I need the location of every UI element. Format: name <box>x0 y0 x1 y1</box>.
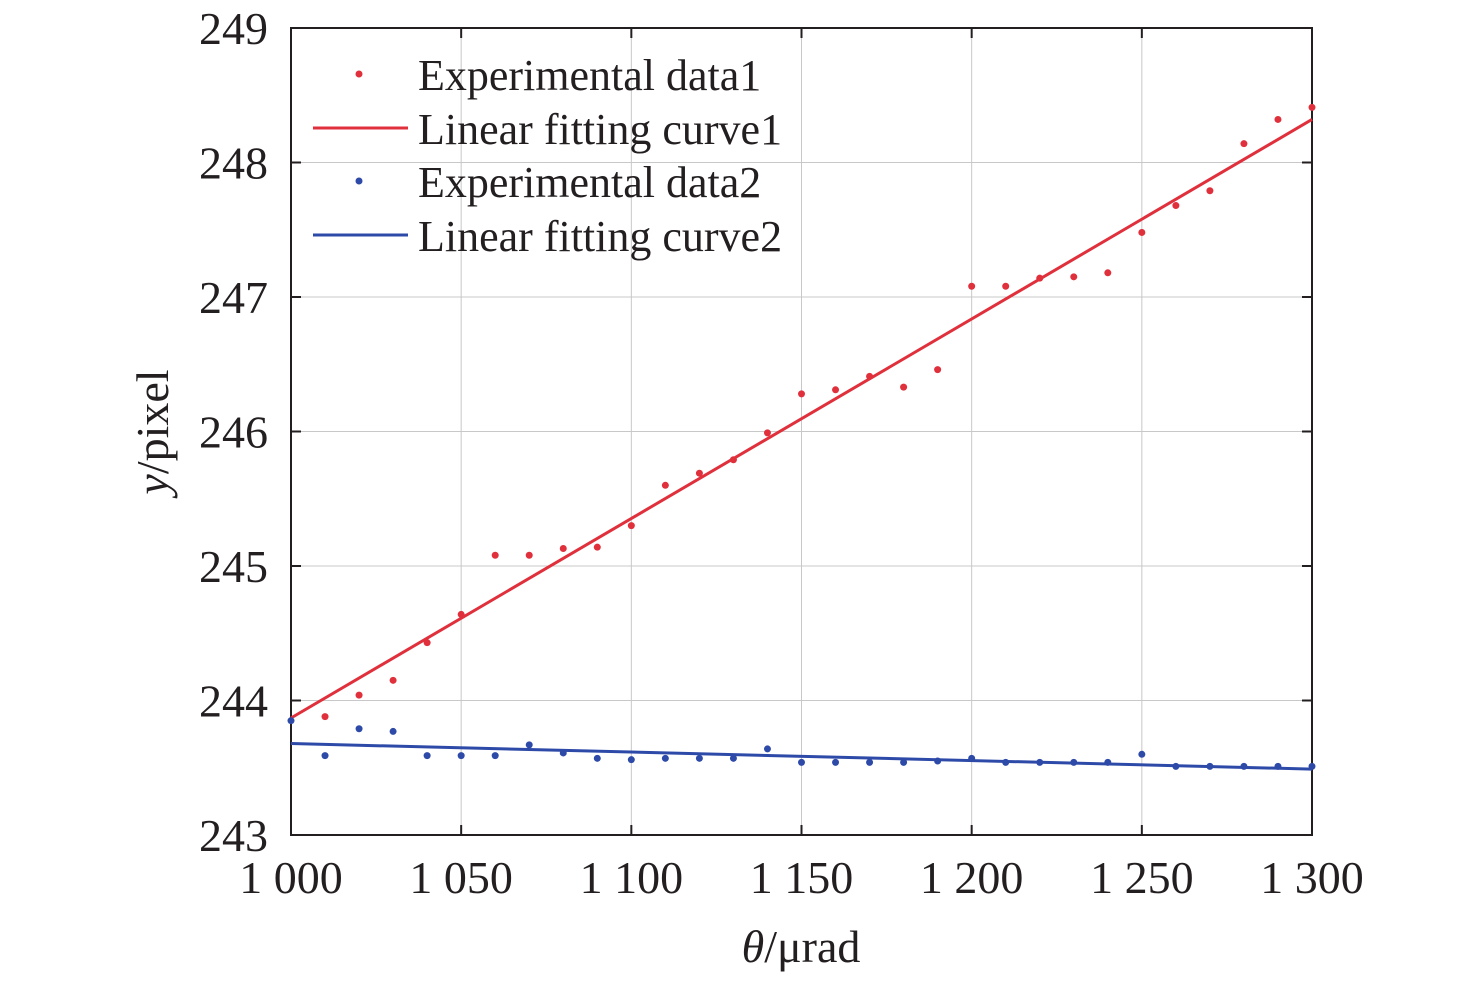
data-point-series3 <box>695 754 703 762</box>
data-point-series3 <box>389 727 397 735</box>
data-point-series1 <box>1104 269 1112 277</box>
data-point-series1 <box>1070 273 1078 281</box>
x-tick-label: 1 200 <box>920 852 1024 903</box>
y-axis-label: y/pixel <box>127 369 178 498</box>
data-point-series1 <box>355 691 363 699</box>
data-point-series3 <box>287 717 295 725</box>
data-point-series3 <box>355 725 363 733</box>
data-point-series1 <box>695 469 703 477</box>
grid <box>291 28 1312 835</box>
legend-label: Linear fitting curve1 <box>418 105 782 154</box>
legend-label: Experimental data2 <box>418 158 761 207</box>
legend-label: Linear fitting curve2 <box>418 212 782 261</box>
data-point-series1 <box>1274 115 1282 123</box>
data-point-series3 <box>1138 750 1146 758</box>
legend-label: Experimental data1 <box>418 51 761 100</box>
x-tick-label: 1 100 <box>580 852 684 903</box>
y-tick-label: 245 <box>199 541 268 592</box>
data-point-series3 <box>866 758 874 766</box>
y-tick-label: 249 <box>199 3 268 54</box>
data-point-series1 <box>968 282 976 290</box>
data-point-series3 <box>729 754 737 762</box>
data-point-series1 <box>593 543 601 551</box>
fit-line-2 <box>290 118 1313 720</box>
data-point-series3 <box>832 758 840 766</box>
x-tick-label: 1 150 <box>750 852 854 903</box>
data-point-series3 <box>491 752 499 760</box>
data-point-series3 <box>593 754 601 762</box>
data-point-series1 <box>763 429 771 437</box>
x-tick-label: 1 250 <box>1090 852 1194 903</box>
data-point-series3 <box>423 752 431 760</box>
data-point-series3 <box>627 756 635 764</box>
data-point-series3 <box>321 752 329 760</box>
data-point-series1 <box>627 522 635 530</box>
legend: Experimental data1 Linear fitting curve1E… <box>313 51 782 261</box>
y-tick-label: 246 <box>199 407 268 458</box>
x-axis-label: θ/μrad <box>742 921 861 972</box>
data-point-series1 <box>559 545 567 553</box>
data-point-series1 <box>1308 103 1316 111</box>
data-point-series1 <box>389 676 397 684</box>
data-point-series1 <box>1172 202 1180 210</box>
y-tick-label: 244 <box>199 676 268 727</box>
data-point-series1 <box>1002 282 1010 290</box>
fit-line-4 <box>290 742 1313 771</box>
data-point-series1 <box>798 390 805 398</box>
y-tick-label: 243 <box>199 810 268 861</box>
data-point-series1 <box>1206 187 1214 195</box>
x-tick-label: 1 300 <box>1260 852 1364 903</box>
data-point-series1 <box>1138 228 1146 236</box>
data-point-series3 <box>763 745 771 753</box>
x-tick-label: 1 000 <box>239 852 343 903</box>
data-point-series3 <box>525 741 533 749</box>
data-point-series1 <box>1240 140 1248 148</box>
data-point-series1 <box>525 551 533 559</box>
data-point-series1 <box>661 481 669 489</box>
ticks: 1 000 1 050 1 100 1 150 1 200 1 250 1 300 243 24… <box>199 3 1364 903</box>
data-point-series1 <box>832 386 840 394</box>
data-point-series3 <box>457 752 465 760</box>
y-tick-label: 247 <box>199 272 268 323</box>
data-point-series3 <box>798 758 805 766</box>
x-tick-label: 1 050 <box>409 852 513 903</box>
data-point-series1 <box>934 366 942 374</box>
data-point-series3 <box>661 754 669 762</box>
legend-point-swatch <box>355 70 363 78</box>
data-point-series1 <box>491 551 499 559</box>
marks <box>287 103 1316 771</box>
y-tick-label: 248 <box>199 138 268 189</box>
data-point-series3 <box>900 758 908 766</box>
data-point-series1 <box>900 383 908 391</box>
data-point-series1 <box>321 713 329 721</box>
legend-point-swatch <box>355 177 363 185</box>
